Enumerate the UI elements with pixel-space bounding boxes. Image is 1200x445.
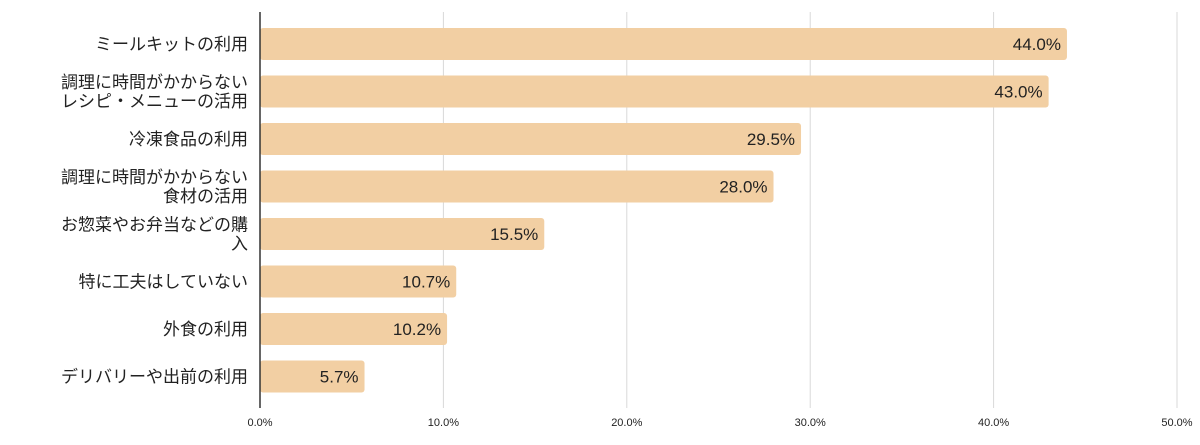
category-label: 外食の利用 [163,320,248,340]
category-label: レシピ・メニューの活用 [61,92,248,112]
data-label: 10.7% [402,273,450,292]
x-tick-label: 30.0% [795,417,826,429]
data-label: 28.0% [719,178,767,197]
category-label: 調理に時間がかからない [61,168,248,188]
bar [260,218,545,250]
bar [260,313,448,345]
category-label: 冷凍食品の利用 [129,130,248,150]
category-label: デリバリーや出前の利用 [61,367,248,388]
bar [260,360,365,393]
data-label: 15.5% [490,225,538,244]
bar [260,75,1049,108]
x-tick-label: 20.0% [611,417,642,429]
data-label: 10.2% [393,320,441,339]
bar [260,123,802,155]
data-label: 43.0% [994,83,1042,102]
x-tick-label: 10.0% [428,417,459,429]
category-label: 入 [231,235,248,255]
category-label: お惣菜やお弁当などの購 [61,216,248,236]
bar [260,265,457,298]
bar [260,170,774,203]
x-tick-label: 50.0% [1161,417,1192,429]
category-label: 食材の活用 [163,187,248,207]
category-label: 特に工夫はしていない [79,273,249,293]
data-label: 44.0% [1013,35,1061,54]
data-label: 5.7% [320,368,359,387]
x-tick-label: 40.0% [978,417,1009,429]
data-label: 29.5% [747,130,795,149]
bar [260,28,1067,60]
category-label: 調理に時間がかからない [61,73,248,93]
category-label: ミールキットの利用 [95,35,248,55]
x-tick-label: 0.0% [247,417,272,429]
